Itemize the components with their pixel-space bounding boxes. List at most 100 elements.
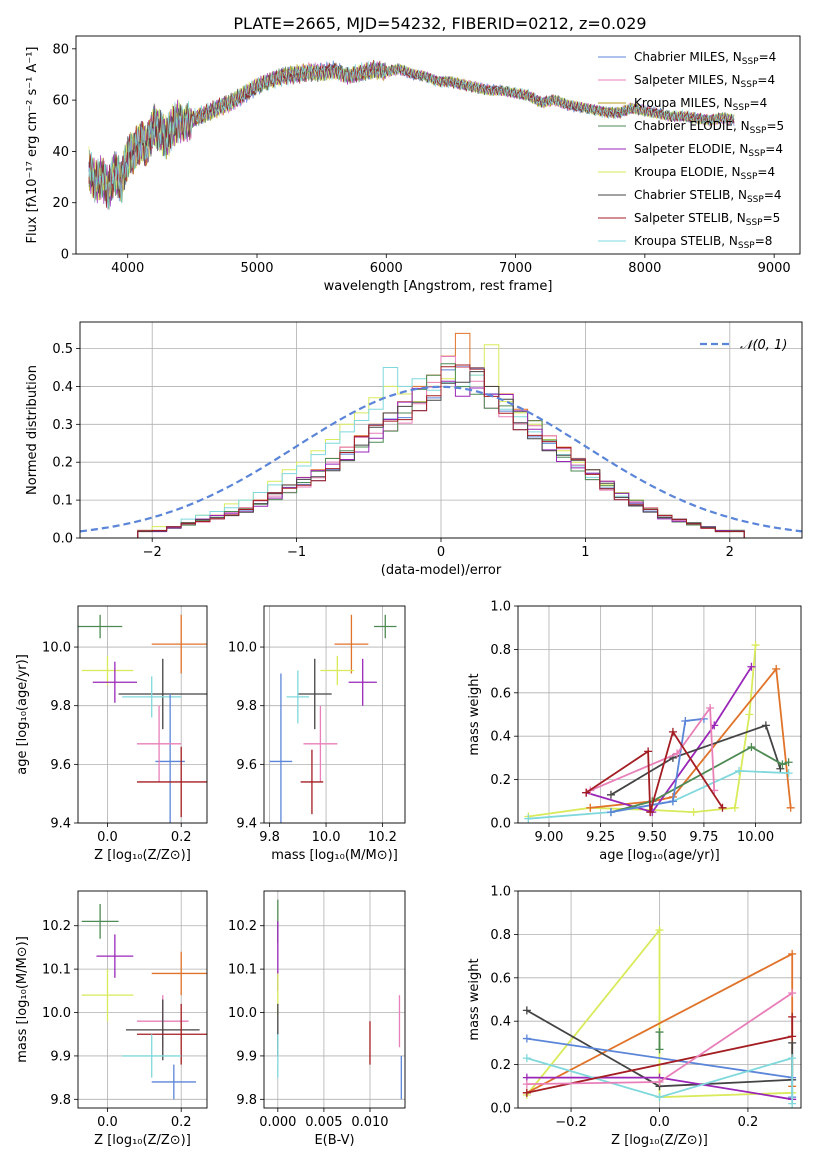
legend-value: =8 — [755, 234, 773, 248]
spectrum-panel: 4000 5000 6000 7000 8000 9000 0 20 40 60 80 wavelen… — [25, 35, 801, 294]
x-tick-label: 0.0 — [649, 1115, 670, 1130]
x-tick-label: −2 — [143, 545, 162, 560]
legend-value: =5 — [766, 119, 784, 133]
spectrum-line — [88, 60, 735, 209]
weight-marker — [788, 988, 797, 997]
y-tick-label: 20 — [52, 196, 69, 211]
weight-marker — [522, 1054, 531, 1063]
x-tick-label: 0.000 — [259, 1115, 296, 1130]
y-tick-label: 1.0 — [490, 885, 511, 900]
weight-line — [585, 666, 753, 814]
weight-marker — [751, 641, 760, 650]
y-tick-label: 10.0 — [42, 1006, 71, 1021]
y-tick-label: 0.2 — [52, 456, 73, 471]
axes-frame — [517, 890, 802, 1109]
y-tick-label: 9.9 — [50, 1049, 71, 1064]
axes-frame — [77, 605, 208, 824]
x-tick-label: 6000 — [370, 261, 403, 276]
legend-subscript: SSP — [746, 218, 763, 228]
weight-marker — [522, 1006, 531, 1015]
y-tick-label: 10.0 — [42, 641, 71, 656]
x-tick-label: 9.8 — [259, 830, 280, 845]
weight-marker — [786, 803, 795, 812]
weight-marker — [582, 788, 591, 797]
spectrum-lines — [88, 59, 735, 210]
weight-lines — [522, 926, 797, 1108]
weight-marker — [778, 760, 787, 769]
y-tick-label: 1.0 — [490, 600, 511, 615]
x-tick-label: 4000 — [111, 261, 144, 276]
weight-marker — [689, 808, 698, 817]
x-tick-label: 7000 — [499, 261, 532, 276]
error-bars — [277, 899, 402, 1100]
y-axis-label: mass [log₁₀(M/M⊙)] — [15, 936, 30, 1063]
x-axis-label: Z [log₁₀(Z/Z⊙)] — [94, 848, 191, 863]
histograms — [80, 332, 802, 538]
x-tick-label: 0.0 — [97, 1115, 118, 1130]
y-tick-label: 0.3 — [52, 418, 73, 433]
y-tick-label: 0.6 — [490, 686, 511, 701]
weight-line — [526, 1056, 794, 1104]
x-tick-label: 8000 — [628, 261, 661, 276]
x-axis-label: Z [log₁₀(Z/Z⊙)] — [94, 1133, 191, 1148]
weight-line — [610, 717, 705, 813]
axes-frame — [263, 605, 406, 824]
legend-entry: 𝒩(0, 1) — [740, 338, 787, 353]
grid — [518, 605, 801, 824]
legend-entry: Chabrier ELODIE, NSSP=5 — [634, 119, 784, 136]
weight-marker — [747, 743, 756, 752]
weight-marker — [788, 1054, 797, 1063]
y-tick-label: 40 — [52, 145, 69, 160]
y-axis-label: mass weight — [467, 673, 482, 755]
y-tick-label: 60 — [52, 94, 69, 109]
legend-subscript: SSP — [738, 241, 755, 251]
legend-subscript: SSP — [748, 149, 765, 159]
axes-frame — [77, 890, 208, 1109]
figure-title: PLATE=2665, MJD=54232, FIBERID=0212, z=0… — [233, 14, 646, 33]
x-tick-label: 10.0 — [312, 830, 341, 845]
y-tick-label: 9.8 — [236, 1093, 257, 1108]
histogram-panel: −2 −1 0 1 2 0.0 0.1 0.2 0.3 0.4 0.5 (data-model)/er… — [25, 321, 803, 578]
legend-subscript: SSP — [750, 126, 767, 136]
y-axis-label: mass weight — [467, 958, 482, 1040]
histogram-step — [137, 364, 745, 538]
weight-marker — [644, 747, 653, 756]
axes-frame — [263, 890, 406, 1109]
legend-subscript: SSP — [747, 195, 764, 205]
grid — [78, 891, 207, 1108]
age-vs-mass-panel: 9.8 10.0 10.2 9.4 9.6 9.8 10.0 mass [log₁₀(M/M⊙… — [228, 605, 406, 863]
weight-lines — [524, 641, 795, 823]
weight-marker — [788, 949, 797, 958]
gaussian-curve — [80, 385, 802, 533]
x-axis-label: E(B-V) — [314, 1133, 354, 1148]
y-tick-label: 9.8 — [50, 699, 71, 714]
weight-marker — [522, 1034, 531, 1043]
x-tick-label: 10.2 — [368, 830, 397, 845]
weight-marker — [655, 1045, 664, 1054]
weight-marker — [788, 1012, 797, 1021]
y-tick-label: 0.6 — [490, 971, 511, 986]
weight-marker — [681, 717, 690, 726]
x-tick-label: 10.00 — [737, 830, 774, 845]
x-tick-label: 9.00 — [535, 830, 564, 845]
weight-marker — [524, 814, 533, 823]
weight-marker — [668, 797, 677, 806]
y-tick-label: 9.4 — [50, 817, 71, 832]
y-tick-label: 10.2 — [228, 919, 257, 934]
legend-entry: Salpeter ELODIE, NSSP=4 — [634, 142, 783, 159]
legend-value: =4 — [765, 142, 783, 156]
x-axis-label: age [log₁₀(age/yr)] — [599, 848, 720, 863]
weight-marker — [761, 721, 770, 730]
y-tick-label: 0.5 — [52, 342, 73, 357]
weight-marker — [776, 764, 785, 773]
error-bars — [81, 904, 207, 1100]
legend-subscript: SSP — [741, 80, 758, 90]
y-tick-label: 9.8 — [236, 699, 257, 714]
x-tick-label: 0 — [437, 545, 445, 560]
weight-marker — [646, 808, 655, 817]
axes-frame — [79, 321, 803, 539]
weight-marker — [522, 1088, 531, 1097]
legend-subscript: SSP — [742, 57, 759, 67]
mass-vs-ebv-panel: 0.000 0.005 0.010 9.8 9.9 10.0 10.1 10.2 E(B-V) — [228, 890, 406, 1148]
y-tick-label: 0.2 — [490, 773, 511, 788]
